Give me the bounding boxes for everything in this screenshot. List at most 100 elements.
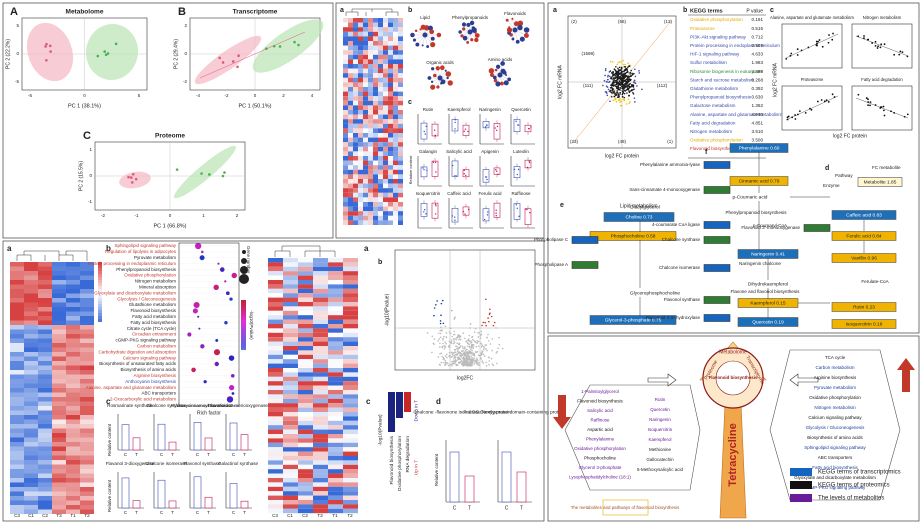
gene-point (439, 364, 441, 366)
heatmap-cell (80, 298, 94, 303)
panel-letter: B (178, 6, 186, 18)
heatmap-cell (363, 100, 368, 106)
heatmap-cell (10, 284, 24, 289)
gene-point (482, 348, 485, 351)
gene-point (442, 358, 444, 360)
heatmap-cell (298, 508, 313, 514)
metabolite-box (589, 231, 677, 241)
heatmap-cell (24, 370, 38, 375)
heatmap-cell (52, 433, 66, 438)
heatmap-column: C1 (28, 513, 34, 518)
heatmap-cell (388, 91, 393, 97)
heatmap-cell (283, 341, 298, 346)
enzyme-fc-box (703, 296, 731, 304)
boxplot-point (483, 218, 486, 221)
heatmap-cell (343, 100, 348, 106)
gene-point (459, 358, 462, 361)
gene-point (451, 353, 454, 356)
heatmap-cell (343, 202, 348, 207)
heatmap-cell (66, 356, 80, 361)
gene-point (608, 71, 611, 73)
scatter-point (827, 101, 830, 103)
network-hub (512, 27, 518, 33)
heatmap-cell (383, 59, 388, 64)
heatmap-cell (388, 165, 393, 170)
heatmap-cell (348, 183, 353, 189)
boxplot-title: Isoquercitrin (416, 191, 441, 196)
gene-point (628, 94, 631, 97)
heatmap-cell (38, 487, 52, 492)
heatmap-cell (368, 188, 373, 193)
heatmap-cell (66, 496, 80, 501)
heatmap-cell (353, 50, 358, 55)
gene-point (460, 360, 463, 362)
heatmap-cell (383, 41, 388, 46)
heatmap-cell (348, 87, 353, 92)
network-node (511, 17, 514, 20)
scatter-point (883, 43, 886, 46)
enrichment-dot (192, 308, 198, 314)
color-legend (241, 327, 246, 330)
heatmap-cell (378, 202, 383, 207)
y-axis-label: Relative content (107, 423, 112, 456)
heatmap-cell (283, 258, 298, 263)
heatmap-cell (52, 505, 66, 510)
heatmap-cell (52, 347, 66, 352)
heatmap-cell (80, 352, 94, 357)
heatmap-cell (353, 169, 358, 175)
color-legend (241, 322, 246, 325)
heatmap-cell (363, 59, 368, 64)
heatmap-cell (368, 22, 373, 28)
bar-title: Hydroxycinnamoyl transferase (171, 403, 233, 408)
size-legend (242, 250, 246, 254)
heatmap-cell (66, 298, 80, 303)
heatmap-cell (343, 363, 358, 368)
gene-point (464, 353, 467, 356)
pathway-note: Ferulate-CoA (861, 279, 889, 284)
boxplot-point (517, 124, 519, 126)
panel-letter: a (553, 7, 557, 14)
gene-point (473, 360, 475, 362)
gene-point (433, 338, 436, 340)
heatmap-cell (298, 390, 313, 395)
sample-point (45, 42, 48, 46)
gene-point (481, 350, 483, 352)
heatmap-cell (80, 415, 94, 420)
heatmap-cell (328, 284, 343, 289)
heatmap-cell (283, 376, 298, 382)
gene-point (622, 59, 624, 62)
heatmap-cell (368, 156, 373, 161)
color-key (98, 319, 102, 322)
gene-point (486, 349, 488, 352)
heatmap-cell (388, 96, 393, 101)
gene-point (618, 66, 621, 69)
kegg-term: Galactose metabolism (690, 103, 736, 108)
enzyme-fc-box (703, 161, 731, 169)
gene-point (628, 102, 631, 105)
gene-point (446, 362, 448, 364)
heatmap-cell (313, 390, 328, 395)
heatmap-cell (343, 447, 358, 452)
heatmap-cell (283, 280, 298, 285)
heatmap-cell (388, 31, 393, 37)
heatmap-cell (348, 146, 353, 152)
boxplot-box (513, 119, 521, 132)
heatmap-cell (373, 36, 378, 41)
heatmap-cell (66, 379, 80, 384)
heatmap-cell (393, 215, 398, 221)
gene-point (626, 82, 629, 84)
heatmap-cell (298, 478, 313, 483)
heatmap-cell (358, 123, 363, 129)
sample-point (278, 45, 282, 48)
heatmap-cell (348, 202, 353, 207)
heatmap-column: C3 (14, 513, 20, 518)
enrichment-dot (214, 361, 219, 367)
gene-point (458, 351, 461, 353)
heatmap-cell (66, 415, 80, 420)
heatmap-cell (368, 206, 373, 212)
heatmap-cell (388, 36, 393, 41)
heatmap-cell (66, 442, 80, 447)
heatmap-cell (373, 174, 378, 179)
gene-point (470, 363, 472, 366)
gene-point (444, 325, 447, 328)
